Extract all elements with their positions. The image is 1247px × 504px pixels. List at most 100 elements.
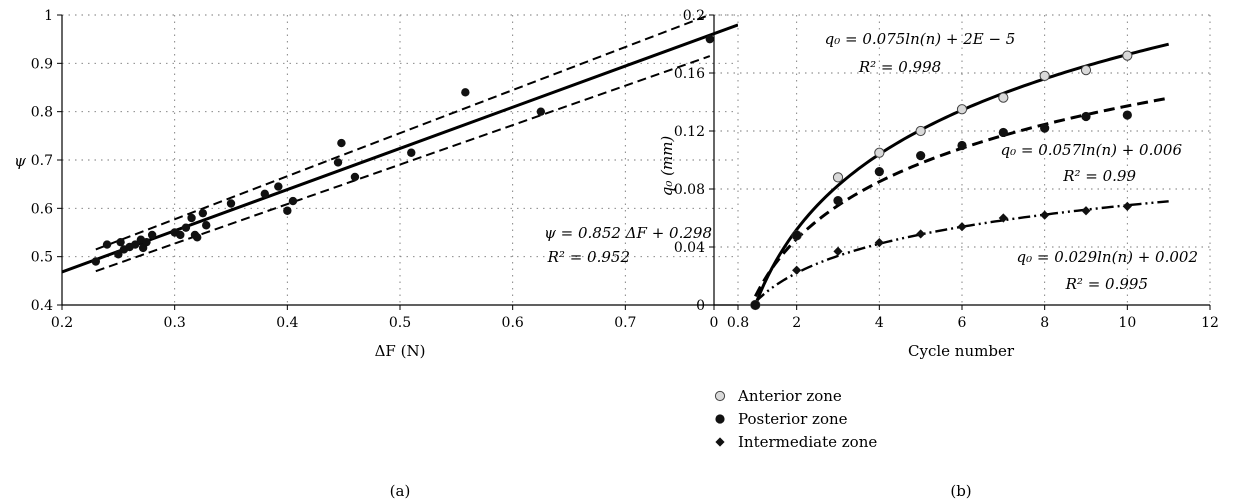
panel-label-b: (b) (950, 482, 971, 500)
fit-r-squared: R² = 0.998 (858, 58, 941, 76)
data-point (1081, 111, 1091, 122)
x-tick-label: 2 (792, 315, 801, 331)
data-point (131, 240, 140, 249)
y-tick-label: 0.4 (31, 298, 53, 314)
x-tick-label: 0.5 (389, 315, 411, 331)
data-point (998, 127, 1008, 138)
confidence-bound-line (95, 15, 712, 251)
data-point (998, 92, 1009, 103)
data-point (1122, 201, 1132, 211)
data-point (147, 230, 157, 240)
data-point (114, 250, 123, 259)
data-point (874, 167, 884, 177)
y-tick-label: 0.8 (31, 105, 53, 121)
r-squared: R² = 0.952 (547, 248, 630, 266)
x-tick-label: 0.2 (51, 315, 73, 331)
data-point (181, 223, 191, 232)
data-point (226, 199, 236, 208)
data-point (116, 237, 125, 247)
data-point (1122, 50, 1133, 61)
legend-marker (715, 437, 725, 447)
data-point (1081, 206, 1091, 216)
data-point (874, 238, 884, 248)
data-point (792, 265, 802, 275)
x-tick-label: 4 (875, 315, 884, 331)
x-tick-label: 12 (1201, 315, 1219, 331)
data-point (833, 196, 843, 206)
data-point (337, 138, 346, 148)
x-tick-label: 8 (1040, 315, 1049, 331)
data-point (1040, 123, 1050, 133)
data-point (350, 172, 360, 182)
y-tick-label: 0.12 (674, 124, 705, 140)
fit-equation: q₀ = 0.029ln(n) + 0.002 (1016, 248, 1198, 266)
y-tick-label: 0 (696, 298, 705, 314)
data-point (956, 104, 968, 115)
y-tick-label: 0.7 (31, 153, 53, 169)
y-tick-label: 1 (44, 8, 53, 24)
x-tick-label: 0.8 (727, 315, 749, 331)
data-point (407, 148, 416, 157)
data-point (1080, 65, 1092, 76)
data-point (198, 208, 208, 218)
data-point (750, 300, 760, 310)
data-point (142, 237, 151, 247)
y-axis-label: ψ (14, 152, 26, 170)
y-tick-label: 0.04 (674, 240, 705, 256)
fit-equation: q₀ = 0.075ln(n) + 2E − 5 (825, 30, 1016, 48)
legend: Anterior zone Posterior zone Intermediate … (714, 387, 877, 451)
legend-marker (715, 414, 725, 424)
x-tick-label: 0.4 (276, 315, 298, 331)
x-tick-label: 10 (1118, 315, 1136, 331)
x-tick-label: 6 (958, 315, 967, 331)
data-point (288, 196, 298, 206)
fit-r-squared: R² = 0.99 (1062, 167, 1136, 185)
y-axis-label: q₀ (mm) (658, 136, 676, 197)
legend-label: Anterior zone (737, 387, 842, 405)
data-point (283, 206, 292, 215)
data-point (274, 182, 283, 191)
x-tick-label: 0 (710, 315, 719, 331)
data-point (998, 213, 1008, 223)
y-tick-label: 0.08 (674, 182, 705, 198)
panel-label-a: (a) (390, 482, 411, 500)
regression-equation: ψ = 0.852 ΔF + 0.298 (544, 224, 712, 242)
x-tick-label: 0.3 (164, 315, 186, 331)
data-point (91, 257, 101, 266)
fit-r-squared: R² = 0.995 (1065, 275, 1148, 293)
data-point (1122, 110, 1132, 120)
data-point (202, 221, 211, 230)
data-point (1040, 210, 1050, 220)
x-axis-label: ΔF (N) (375, 342, 426, 360)
data-point (536, 107, 546, 116)
y-tick-label: 0.16 (674, 66, 705, 82)
data-point (176, 230, 185, 240)
legend-label: Posterior zone (738, 410, 848, 428)
data-point (915, 125, 926, 137)
legend-label: Intermediate zone (738, 433, 877, 451)
data-point (193, 233, 202, 242)
x-axis-label: Cycle number (908, 342, 1015, 360)
data-point (705, 34, 715, 44)
y-tick-label: 0.5 (31, 250, 53, 266)
x-tick-label: 0.7 (614, 315, 636, 331)
y-tick-label: 0.9 (31, 56, 53, 72)
data-point (874, 147, 885, 158)
y-tick-label: 0.6 (31, 201, 53, 217)
x-tick-label: 0.6 (502, 315, 524, 331)
confidence-bound-line (95, 55, 711, 273)
panel-b: 0 0.04 0.08 0.12 0.16 0.2 0 2 4 6 8 10 12 q₀ = 0.075l… (658, 8, 1219, 500)
data-point (916, 229, 926, 239)
data-point (957, 222, 967, 232)
data-point (102, 240, 112, 249)
data-point (1039, 70, 1050, 82)
data-point (957, 140, 967, 151)
data-point (260, 189, 269, 199)
data-point (792, 230, 802, 240)
data-point (333, 158, 343, 167)
legend-marker (714, 390, 726, 402)
y-tick-label: 0.2 (683, 8, 705, 24)
fit-equation: q₀ = 0.057ln(n) + 0.006 (1000, 141, 1182, 159)
data-point (187, 213, 196, 223)
